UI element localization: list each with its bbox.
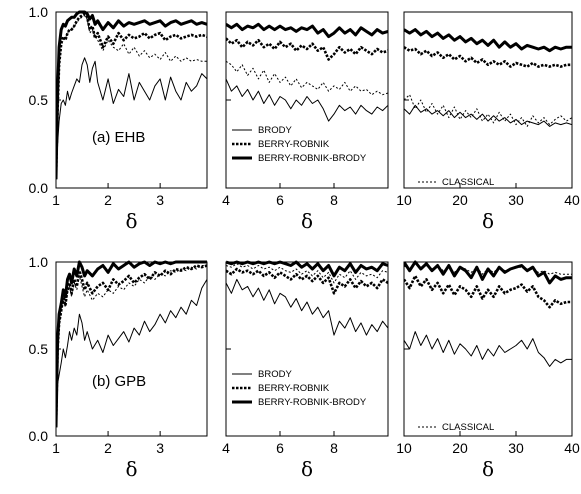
x-tick-label: 1 <box>52 440 60 456</box>
series-classical-line <box>404 263 572 275</box>
series-brody-line <box>226 78 388 122</box>
x-axis-label: δ <box>482 209 494 233</box>
series-brb-line <box>56 260 207 428</box>
x-tick-label: 6 <box>276 440 284 456</box>
series-br-line <box>226 37 388 61</box>
legend-label-brb: BERRY-ROBNIK-BRODY <box>258 397 367 408</box>
series-br-line <box>56 264 207 428</box>
x-tick-label: 20 <box>452 440 468 456</box>
series-classical-line <box>404 94 572 127</box>
y-tick-label: 0.0 <box>29 180 49 196</box>
panel-1-0: 1 2 3 δ 0.0 0.5 1.0 (b) GPB <box>29 254 208 481</box>
x-tick-label: 30 <box>508 440 524 456</box>
series-brody-line <box>226 278 388 336</box>
axes-frame <box>225 261 389 437</box>
panel-0-2: 10 20 30 40 δ CLASSICAL <box>396 11 580 233</box>
series-brody-line <box>56 57 207 180</box>
legend-label-br: BERRY-ROBNIK <box>258 139 330 150</box>
legend-label-classical: CLASSICAL <box>442 422 494 433</box>
y-tick-label: 1.0 <box>29 254 49 270</box>
y-tick-label: 0.5 <box>29 92 49 108</box>
x-axis-label: δ <box>125 457 137 481</box>
panel-1-2: 10 20 30 40 δ CLASSICAL <box>396 260 580 481</box>
panel-label: (b) GPB <box>92 373 146 390</box>
panel-0-0: 1 2 3 δ 0.0 0.5 1.0 (a) EHB <box>29 4 208 233</box>
series-brody-line <box>404 104 572 127</box>
legend-label-classical: CLASSICAL <box>442 177 494 188</box>
x-tick-label: 4 <box>222 440 230 456</box>
series-brb-line <box>404 28 572 53</box>
x-tick-label: 2 <box>104 440 112 456</box>
x-tick-label: 30 <box>508 192 524 208</box>
series-br-line <box>226 267 388 295</box>
series-brb-line <box>226 22 388 39</box>
panel-1-1: 4 6 8 δ BRODY BERRY-ROBNIK BERRY-ROBNIK-BRODY <box>222 260 389 481</box>
panel-0-1: 4 6 8 δ BRODY BERRY-ROBNIK BERRY-ROBNIK-BRODY <box>222 11 389 233</box>
x-tick-label: 4 <box>222 192 230 208</box>
y-tick-label: 0.5 <box>29 341 49 357</box>
axes-frame <box>403 11 573 189</box>
row-ehb: 1 2 3 δ 0.0 0.5 1.0 (a) EHB 4 6 8 δ BRODY BERRY-ROBNI… <box>29 4 580 233</box>
x-tick-label: 1 <box>52 192 60 208</box>
series-brb-line <box>56 10 207 180</box>
series-br-line <box>404 274 572 309</box>
x-tick-label: 10 <box>396 440 412 456</box>
series-brody-line <box>56 279 207 428</box>
series-brb-line <box>226 260 388 278</box>
series-br-line <box>404 46 572 68</box>
series-classical-line <box>56 265 207 428</box>
series-classical-line <box>56 15 207 180</box>
x-tick-label: 8 <box>330 192 338 208</box>
x-tick-label: 3 <box>156 192 164 208</box>
panel-label: (a) EHB <box>92 129 145 146</box>
x-axis-label: δ <box>301 457 313 481</box>
x-tick-label: 2 <box>104 192 112 208</box>
series-brb-line <box>404 260 572 285</box>
y-tick-label: 0.0 <box>29 428 49 444</box>
x-tick-label: 40 <box>564 440 580 456</box>
y-tick-label: 1.0 <box>29 4 49 20</box>
legend-label-br: BERRY-ROBNIK <box>258 383 330 394</box>
x-tick-label: 40 <box>564 192 580 208</box>
series-brody-line <box>404 331 572 367</box>
series-br-line <box>56 12 207 180</box>
x-axis-label: δ <box>301 209 313 233</box>
x-axis-label: δ <box>482 457 494 481</box>
legend-label-brody: BRODY <box>258 369 292 380</box>
x-tick-label: 10 <box>396 192 412 208</box>
x-tick-label: 6 <box>276 192 284 208</box>
axes-frame <box>55 261 208 437</box>
x-tick-label: 20 <box>452 192 468 208</box>
legend-label-brb: BERRY-ROBNIK-BRODY <box>258 153 367 164</box>
x-tick-label: 3 <box>156 440 164 456</box>
series-classical-line <box>226 60 388 96</box>
x-axis-label: δ <box>125 209 137 233</box>
row-gpb: 1 2 3 δ 0.0 0.5 1.0 (b) GPB 4 6 8 δ BRODY BERRY-ROBNI… <box>29 254 580 481</box>
legend-label-brody: BRODY <box>258 125 292 136</box>
x-tick-label: 8 <box>330 440 338 456</box>
